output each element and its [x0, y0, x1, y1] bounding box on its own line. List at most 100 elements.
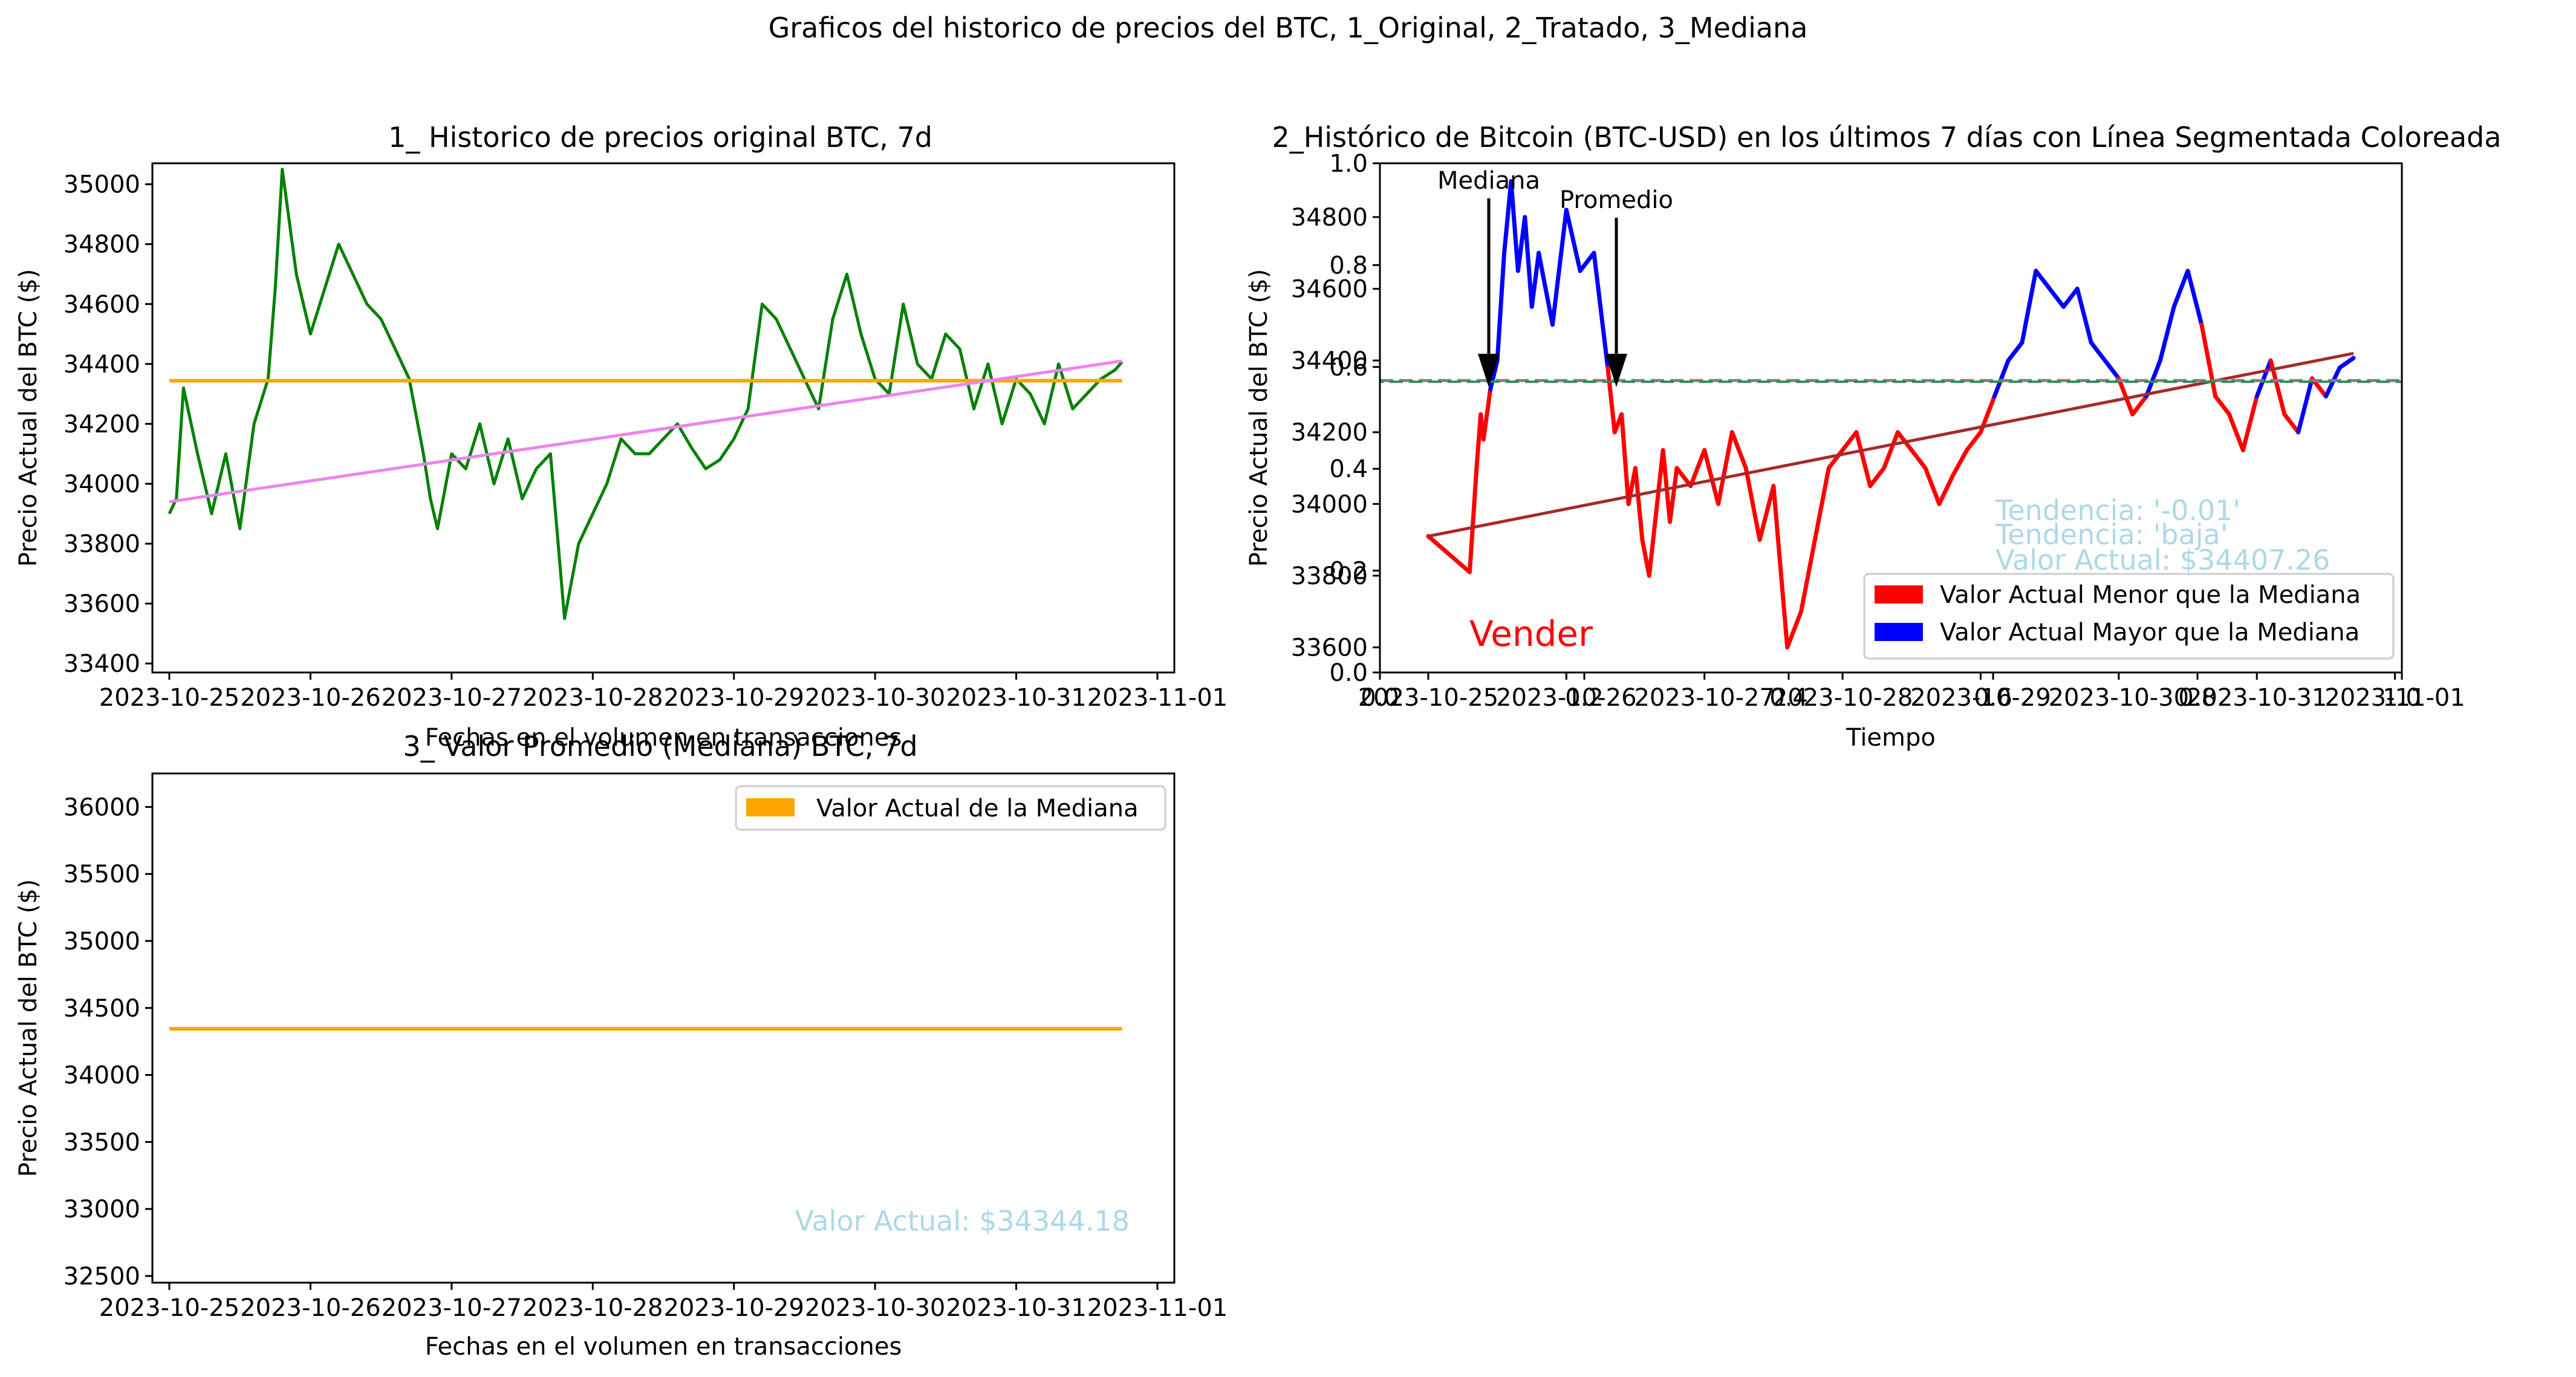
panel-2-secondary-ytick-label: 0.0	[1329, 659, 1368, 687]
panel-3-ytick-label: 35000	[63, 928, 140, 955]
panel-3-ytick-label: 33500	[63, 1128, 140, 1156]
price-segment	[2254, 358, 2273, 399]
panel-3: 3_ Valor Promedio (Mediana) BTC, 7d 2023…	[15, 730, 1228, 1361]
panel-1-ytick-label: 34000	[63, 470, 140, 498]
price-segment	[1716, 430, 1734, 506]
panel-2-title: 2_Histórico de Bitcoin (BTC-USD) en los …	[1272, 121, 2501, 154]
panel-3-xtick-label: 2023-10-29	[663, 1294, 804, 1322]
panel-2-ytick-label: 34000	[1291, 490, 1368, 518]
price-segment	[1467, 466, 1479, 575]
price-segment	[1812, 466, 1831, 542]
panel-3-xtick-label: 2023-10-30	[805, 1294, 945, 1322]
panel-3-legend-box	[735, 785, 1166, 831]
panel-2-xtick-label: 2023-11-01	[2324, 684, 2465, 712]
panel-3-xtick-label: 2023-10-31	[946, 1294, 1086, 1322]
panel-2-xtick-label: 2023-10-27	[1634, 684, 1774, 712]
panel-1-ytick-label: 34400	[63, 351, 140, 379]
panel-1-xtick-label: 2023-10-27	[382, 684, 522, 712]
price-segment	[2103, 358, 2121, 381]
price-segment	[1702, 448, 1721, 506]
panel-3-title: 3_ Valor Promedio (Mediana) BTC, 7d	[403, 730, 917, 763]
panel-1-ytick-label: 34800	[63, 231, 140, 259]
panel-2-secondary-ytick-label: 0.4	[1329, 455, 1368, 483]
price-segment	[2061, 287, 2080, 309]
trend-line	[169, 359, 1122, 504]
price-segment	[1674, 466, 1693, 489]
price-segment	[2227, 412, 2245, 452]
legend-swatch-above	[1875, 623, 1923, 641]
panel-3-ytick-label: 34500	[63, 995, 140, 1023]
price-segment	[1757, 484, 1776, 542]
panel-2-secondary-xtick-label: 0.2	[1565, 684, 1604, 712]
panel-1-xtick-label: 2023-10-30	[805, 684, 945, 712]
panel-2-plot-area	[1380, 179, 2402, 649]
panel-1-ytick-label: 33400	[63, 650, 140, 678]
price-segment	[2199, 322, 2218, 399]
legend-label-below: Valor Actual Menor que la Mediana	[1940, 581, 2361, 609]
panel-2-ytick-label: 33600	[1291, 634, 1368, 662]
panel-1-axes: 2023-10-25 2023-10-26 2023-10-27 2023-10-28…	[63, 171, 1228, 712]
panel-3-ytick-label: 33000	[63, 1196, 140, 1223]
panel-2-frame	[1379, 162, 2403, 674]
panel-3-axes: 2023-10-25 2023-10-26 2023-10-27 2023-10-28…	[63, 793, 1228, 1322]
price-segment	[1840, 430, 1859, 452]
annotation-trend-label: Tendencia: 'baja'	[1995, 518, 2228, 551]
panel-3-xlabel: Fechas en el volumen en transacciones	[425, 1333, 902, 1361]
price-segment	[1826, 448, 1845, 470]
panel-2-xtick-label: 2023-10-26	[1496, 684, 1636, 712]
panel-2-secondary-xtick-label: 0.6	[1974, 684, 2012, 712]
price-segment	[2130, 394, 2148, 417]
price-segment	[1992, 358, 2011, 399]
price-segment	[2006, 340, 2025, 363]
price-segment	[1951, 448, 1969, 478]
panel-3-ylabel: Precio Actual del BTC ($)	[15, 879, 42, 1177]
price-segment	[1633, 466, 1645, 542]
price-segment	[2282, 412, 2301, 435]
panel-3-frame	[151, 772, 1176, 1284]
panel-3-xtick-label: 2023-10-28	[522, 1294, 663, 1322]
annotation-mediana-arrowhead	[1478, 354, 1500, 387]
panel-3-current-value: Valor Actual: $34344.18	[795, 1205, 1130, 1237]
panel-2-xtick-label: 2023-10-25	[1358, 684, 1498, 712]
panel-1-xtick-label: 2023-10-31	[946, 684, 1086, 712]
price-segment	[2144, 358, 2162, 399]
price-segment	[2296, 376, 2315, 435]
price-segment	[1481, 387, 1493, 442]
panel-2-ytick-label: 34600	[1291, 276, 1368, 304]
price-segment	[1592, 250, 1610, 370]
price-segment	[1647, 448, 1665, 578]
panel-1-xlabel: Fechas en el volumen en transacciones	[425, 724, 902, 752]
legend-label-above: Valor Actual Mayor que la Mediana	[1940, 619, 2360, 646]
panel-3-xtick-label: 2023-11-01	[1087, 1294, 1228, 1322]
price-segment	[2171, 269, 2190, 309]
price-segment	[1868, 466, 1887, 489]
price-segment	[2240, 394, 2259, 452]
price-segment	[2047, 287, 2066, 309]
panel-2-ytick-label: 33800	[1291, 562, 1368, 590]
panel-1-plot-area	[168, 168, 1124, 620]
legend-swatch-median	[746, 798, 795, 816]
panel-2: 2_Histórico de Bitcoin (BTC-USD) en los …	[1245, 121, 2502, 752]
price-segment	[1537, 250, 1548, 291]
panel-3-xtick-label: 2023-10-25	[99, 1294, 239, 1322]
price-segment	[1923, 466, 1942, 506]
price-segment	[1771, 484, 1790, 649]
panel-1-ylabel: Precio Actual del BTC ($)	[15, 269, 42, 567]
price-segment	[1529, 250, 1541, 309]
panel-1-ytick-label: 35000	[63, 171, 140, 199]
trend-line	[1428, 351, 2354, 538]
price-segment	[1882, 430, 1900, 470]
panel-3-xtick-label: 2023-10-26	[240, 1294, 380, 1322]
panel-3-ytick-label: 35500	[63, 861, 140, 888]
price-segment	[1785, 609, 1804, 649]
price-segment	[1578, 250, 1596, 273]
price-segment	[1488, 358, 1500, 392]
panel-2-xtick-label: 2023-10-28	[1772, 684, 1913, 712]
annotation-vender: Vender	[1469, 613, 1593, 654]
panel-2-secondary-ytick-label: 0.2	[1329, 558, 1368, 585]
figure-suptitle: Graficos del historico de precios del BT…	[769, 11, 1808, 44]
price-segment	[2034, 269, 2052, 291]
panel-2-ylabel: Precio Actual del BTC ($)	[1245, 269, 1273, 567]
price-segment	[2158, 304, 2176, 363]
